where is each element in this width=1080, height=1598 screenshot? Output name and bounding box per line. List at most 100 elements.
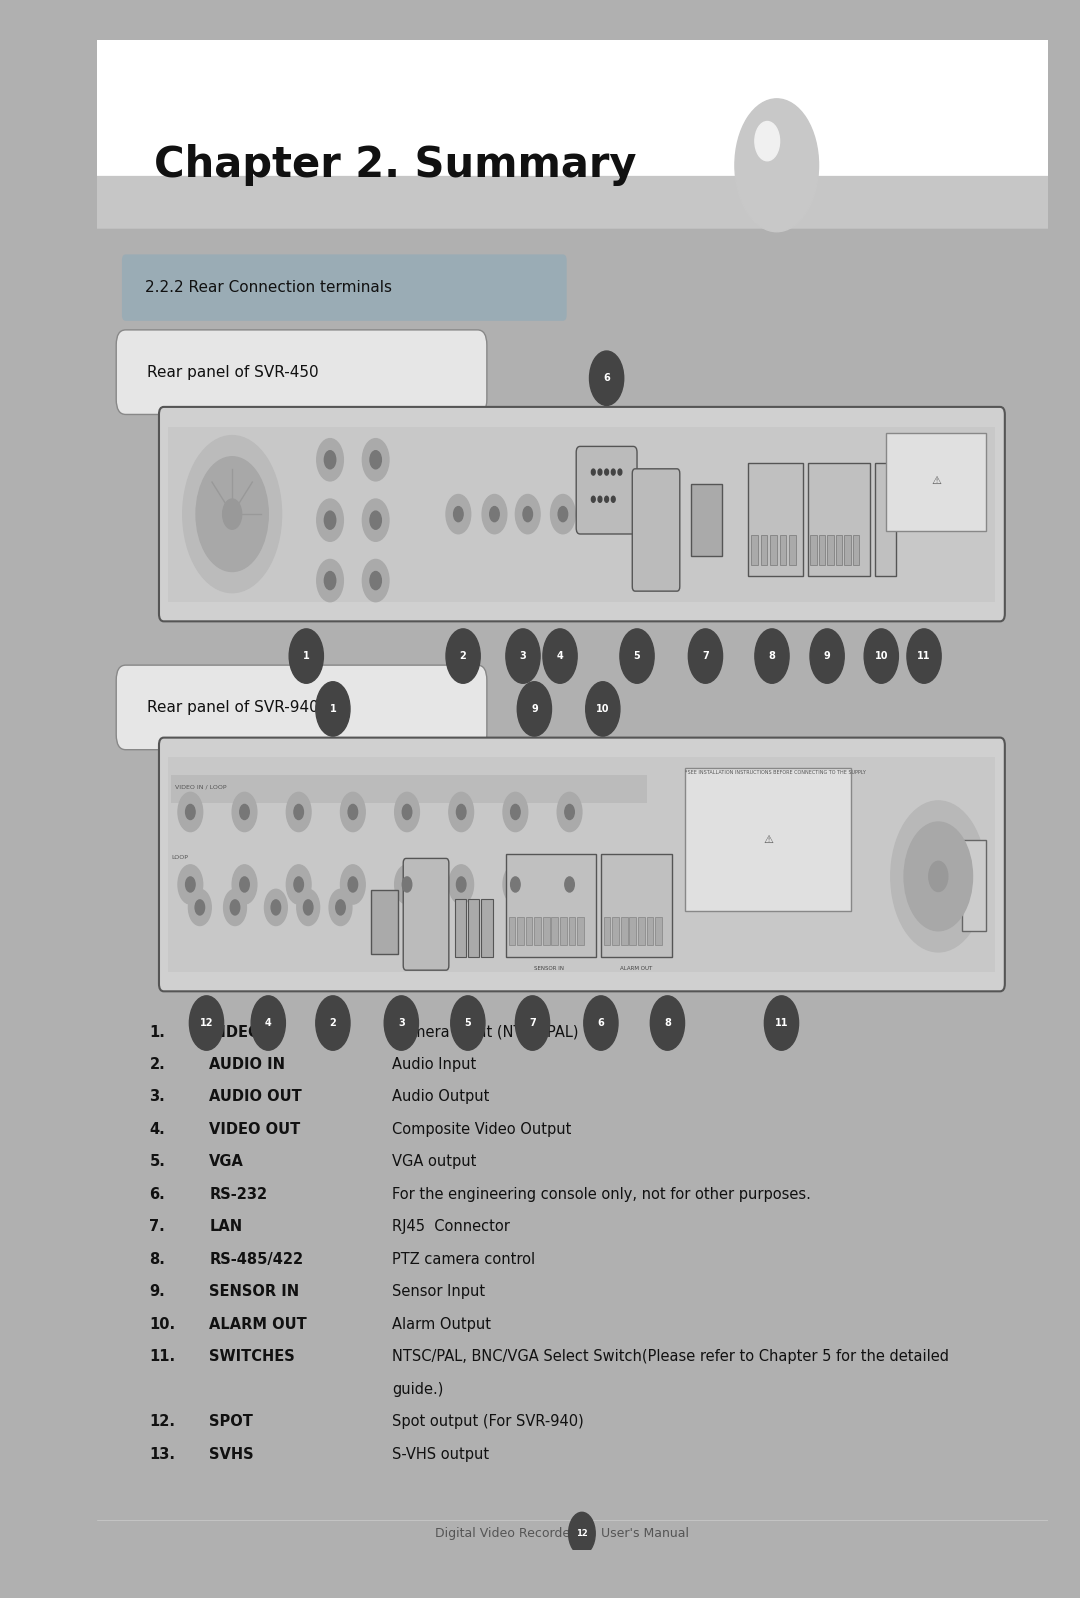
Text: SVHS: SVHS <box>210 1446 254 1462</box>
Text: AUDIO OUT: AUDIO OUT <box>210 1090 302 1104</box>
Text: LAN: LAN <box>210 1219 243 1234</box>
Text: VGA: VGA <box>210 1154 244 1170</box>
Bar <box>853 535 860 566</box>
Circle shape <box>197 457 268 572</box>
Bar <box>886 433 986 531</box>
Circle shape <box>565 877 575 892</box>
Circle shape <box>592 470 595 475</box>
Bar <box>836 535 842 566</box>
Text: 1: 1 <box>329 705 336 714</box>
Circle shape <box>240 804 249 820</box>
Circle shape <box>370 511 381 529</box>
Text: RJ45  Connector: RJ45 Connector <box>392 1219 510 1234</box>
Bar <box>517 917 524 944</box>
Circle shape <box>297 890 320 925</box>
Bar <box>577 917 584 944</box>
Text: 4: 4 <box>556 650 564 662</box>
Circle shape <box>584 996 618 1050</box>
Circle shape <box>454 507 463 521</box>
Circle shape <box>186 877 195 892</box>
Bar <box>600 853 672 957</box>
Bar <box>509 917 515 944</box>
Circle shape <box>178 865 203 904</box>
Circle shape <box>315 682 350 737</box>
Text: 10: 10 <box>875 650 888 662</box>
Text: 3.: 3. <box>149 1090 165 1104</box>
Circle shape <box>289 630 323 684</box>
Circle shape <box>189 996 224 1050</box>
Text: Audio Output: Audio Output <box>392 1090 489 1104</box>
Circle shape <box>316 499 343 542</box>
Text: VIDEO OUT: VIDEO OUT <box>210 1122 300 1136</box>
Circle shape <box>230 900 240 916</box>
Text: 13.: 13. <box>149 1446 175 1462</box>
Text: 10.: 10. <box>149 1317 176 1331</box>
Text: 9: 9 <box>824 650 831 662</box>
Text: SPOT: SPOT <box>210 1414 253 1429</box>
Text: SENSOR IN: SENSOR IN <box>534 967 564 972</box>
Bar <box>656 917 662 944</box>
Text: VIDEO IN / LOOP: VIDEO IN / LOOP <box>175 785 227 789</box>
Bar <box>543 917 550 944</box>
Text: 8.: 8. <box>149 1251 165 1267</box>
Bar <box>482 900 492 957</box>
Circle shape <box>515 996 550 1050</box>
Text: guide.): guide.) <box>392 1382 443 1397</box>
Bar <box>638 917 645 944</box>
Bar <box>612 917 619 944</box>
FancyBboxPatch shape <box>117 665 487 749</box>
Text: 12.: 12. <box>149 1414 175 1429</box>
Text: Spot output (For SVR-940): Spot output (For SVR-940) <box>392 1414 583 1429</box>
FancyBboxPatch shape <box>159 407 1004 622</box>
Circle shape <box>598 497 602 502</box>
Circle shape <box>929 861 948 892</box>
Circle shape <box>394 865 419 904</box>
Text: *SEE INSTALLATION INSTRUCTIONS BEFORE CONNECTING TO THE SUPPLY: *SEE INSTALLATION INSTRUCTIONS BEFORE CO… <box>685 770 865 775</box>
Circle shape <box>324 451 336 468</box>
Bar <box>172 775 647 802</box>
Text: 3: 3 <box>519 650 526 662</box>
Circle shape <box>402 877 411 892</box>
Circle shape <box>557 793 582 831</box>
Text: 5: 5 <box>634 650 640 662</box>
Text: 1: 1 <box>302 650 310 662</box>
Circle shape <box>178 793 203 831</box>
Circle shape <box>252 996 285 1050</box>
Circle shape <box>363 499 389 542</box>
Bar <box>748 463 804 575</box>
FancyBboxPatch shape <box>632 468 679 591</box>
Text: Chapter 2. Summary: Chapter 2. Summary <box>154 144 637 187</box>
Bar <box>455 900 465 957</box>
Circle shape <box>605 470 608 475</box>
Text: 5.: 5. <box>149 1154 165 1170</box>
Circle shape <box>558 507 568 521</box>
Bar <box>810 535 816 566</box>
Bar <box>604 917 610 944</box>
Circle shape <box>324 572 336 590</box>
Text: SENSOR IN: SENSOR IN <box>210 1285 299 1299</box>
Circle shape <box>188 890 212 925</box>
Circle shape <box>394 793 419 831</box>
Circle shape <box>489 507 499 521</box>
Circle shape <box>765 996 798 1050</box>
Circle shape <box>557 865 582 904</box>
Text: 4.: 4. <box>149 1122 165 1136</box>
Circle shape <box>363 438 389 481</box>
Text: Audio Input: Audio Input <box>392 1056 476 1072</box>
Text: 10: 10 <box>596 705 609 714</box>
Circle shape <box>517 682 552 737</box>
Circle shape <box>183 436 282 593</box>
Circle shape <box>618 470 622 475</box>
Bar <box>789 535 796 566</box>
Circle shape <box>565 804 575 820</box>
Bar <box>552 917 558 944</box>
Circle shape <box>340 793 365 831</box>
Text: 11: 11 <box>917 650 931 662</box>
Circle shape <box>265 890 287 925</box>
Circle shape <box>370 572 381 590</box>
Circle shape <box>450 996 485 1050</box>
Bar <box>845 535 851 566</box>
Circle shape <box>316 438 343 481</box>
Circle shape <box>449 865 473 904</box>
Circle shape <box>907 630 941 684</box>
